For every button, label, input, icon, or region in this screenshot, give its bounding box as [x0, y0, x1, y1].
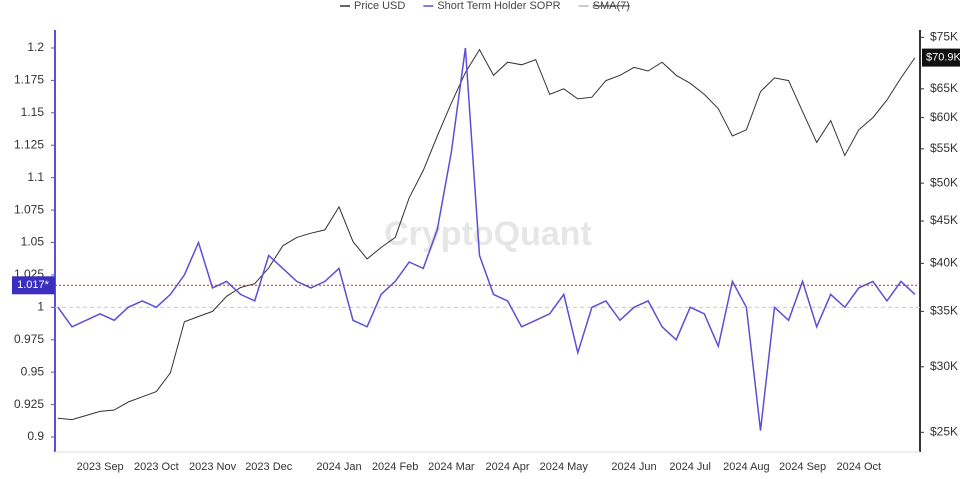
y-tick-label: 0.975 — [14, 332, 44, 346]
x-tick-label: 2023 Nov — [189, 461, 237, 473]
y-tick-label: 0.95 — [21, 364, 45, 378]
y2-tick-label: $50K — [930, 175, 958, 189]
reference-tag — [12, 276, 55, 295]
x-tick-label: 2024 Aug — [723, 461, 770, 473]
price-tag — [922, 48, 960, 67]
y-tick-label: 0.9 — [27, 429, 44, 443]
y2-tick-label: $65K — [930, 81, 958, 95]
x-tick-label: 2024 Jan — [316, 461, 361, 473]
y2-tick-label: $35K — [930, 304, 958, 318]
x-tick-label: 2024 Apr — [486, 461, 530, 473]
series-line — [57, 48, 916, 421]
y2-tick-label: $75K — [930, 30, 958, 44]
x-tick-label: 2023 Sep — [77, 461, 124, 473]
x-tick-label: 2024 May — [540, 461, 589, 473]
y2-tick-label: $45K — [930, 213, 958, 227]
y-tick-label: 1.125 — [14, 137, 44, 151]
x-tick-label: 2023 Oct — [134, 461, 179, 473]
y2-tick-label: $25K — [930, 424, 958, 438]
y-tick-label: 1.2 — [27, 40, 44, 54]
y-tick-label: 1.05 — [21, 235, 45, 249]
series-line — [57, 47, 916, 431]
x-tick-label: 2024 Mar — [428, 461, 475, 473]
reference-label: 1.017* — [17, 279, 50, 291]
watermark: CryptoQuant — [384, 215, 592, 253]
legend-label: Price USD — [354, 0, 405, 12]
y2-tick-label: $60K — [930, 110, 958, 124]
x-tick-label: 2024 Oct — [836, 461, 881, 473]
legend: Price USD Short Term Holder SOPR SMA(7) — [340, 0, 630, 12]
y-tick-label: 1 — [37, 300, 44, 314]
x-tick-label: 2024 Sep — [779, 461, 826, 473]
y2-tick-label: $30K — [930, 359, 958, 373]
y-tick-label: 1.175 — [14, 73, 44, 87]
legend-label: Short Term Holder SOPR — [437, 0, 560, 12]
price-tag-label: $70.9K — [926, 52, 960, 64]
x-tick-label: 2023 Dec — [245, 461, 293, 473]
x-tick-label: 2024 Jul — [669, 461, 711, 473]
y-tick-label: 0.925 — [14, 397, 44, 411]
x-tick-label: 2024 Jun — [611, 461, 656, 473]
y2-tick-label: $55K — [930, 141, 958, 155]
x-tick-label: 2024 Feb — [372, 461, 418, 473]
y-tick-label: 1.1 — [27, 170, 44, 184]
y-tick-label: 1.15 — [21, 105, 45, 119]
y2-tick-label: $40K — [930, 256, 958, 270]
y-tick-label: 1.075 — [14, 202, 44, 216]
legend-label: SMA(7) — [593, 0, 630, 12]
